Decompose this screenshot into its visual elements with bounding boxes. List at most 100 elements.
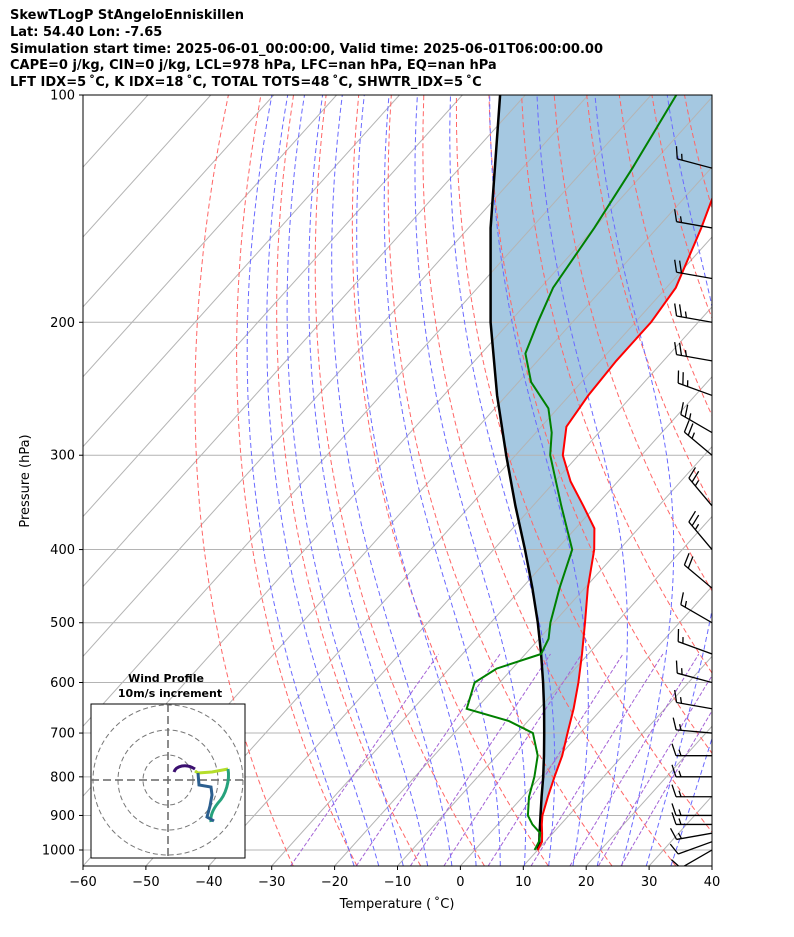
isotherm-40 bbox=[711, 865, 712, 866]
x-tick-label-20: 20 bbox=[578, 875, 595, 890]
wind-barb-half-500 bbox=[684, 600, 688, 608]
hodograph-inset: Wind Profile 10m/s increment bbox=[90, 672, 246, 859]
wind-barb-flag-300-0 bbox=[683, 420, 690, 433]
wind-barb-950 bbox=[669, 828, 712, 841]
chart-header: SkewTLogP StAngeloEnniskillen Lat: 54.40… bbox=[10, 8, 603, 92]
wind-barb-925 bbox=[671, 812, 712, 826]
wind-barb-half-150 bbox=[679, 216, 683, 223]
wind-barb-750 bbox=[671, 743, 712, 757]
wind-barb-staff-1000 bbox=[682, 849, 712, 866]
wind-barb-flag-750-0 bbox=[671, 743, 677, 756]
wind-barb-flag-200-1 bbox=[678, 304, 683, 317]
wind-barb-flag-650-0 bbox=[674, 689, 678, 703]
wind-barb-250 bbox=[677, 370, 712, 397]
dry-adiabat-20 bbox=[387, 95, 613, 866]
dry-adiabat-10 bbox=[351, 95, 549, 866]
wind-barb-200 bbox=[674, 303, 712, 323]
wind-barb-staff-500 bbox=[680, 604, 712, 624]
x-tick-label--20: −20 bbox=[321, 875, 348, 890]
wind-barb-staff-250 bbox=[677, 382, 712, 397]
dry-adiabat-120 bbox=[717, 95, 794, 866]
wind-barb-100 bbox=[710, 95, 712, 96]
wind-barb-staff-650 bbox=[676, 701, 712, 710]
dry-adiabat-40 bbox=[455, 95, 712, 833]
x-tick-label--40: −40 bbox=[195, 875, 222, 890]
wind-barb-flag-225-1 bbox=[678, 342, 683, 356]
wind-barb-staff-125 bbox=[677, 158, 712, 169]
y-tick-label-700: 700 bbox=[50, 727, 75, 742]
isotherm-10 bbox=[522, 655, 712, 866]
wind-barb-staff-225 bbox=[676, 354, 712, 362]
mixing-ratio-20 bbox=[620, 709, 712, 866]
wind-barb-half-800 bbox=[678, 770, 682, 778]
wind-barb-flag-200-0 bbox=[674, 303, 678, 317]
wind-barb-850 bbox=[671, 784, 712, 798]
isotherm--30 bbox=[271, 376, 712, 866]
dry-adiabat-0 bbox=[314, 95, 485, 866]
wind-barb-flag-600-0 bbox=[675, 660, 678, 674]
isotherm--20 bbox=[334, 445, 712, 866]
moist-adiabat--12 bbox=[286, 95, 404, 866]
hodograph-title: Wind Profile bbox=[128, 672, 204, 685]
wind-barb-flag-150-0 bbox=[674, 209, 678, 222]
dry-adiabat--10 bbox=[276, 95, 422, 866]
lat-lon-line: Lat: 54.40 Lon: -7.65 bbox=[10, 24, 163, 40]
wind-barb-450 bbox=[683, 553, 712, 589]
x-tick-label--60: −60 bbox=[69, 875, 96, 890]
wind-barb-flag-850-0 bbox=[671, 784, 677, 797]
moist-adiabat-12 bbox=[449, 95, 556, 866]
dry-adiabat-130 bbox=[750, 95, 794, 866]
moist-adiabat-28 bbox=[645, 95, 712, 866]
wind-barb-staff-950 bbox=[676, 832, 712, 841]
wind-barb-staff-100 bbox=[710, 95, 712, 96]
wind-barb-staff-550 bbox=[677, 641, 712, 655]
wind-barb-flag-400-1 bbox=[691, 514, 700, 527]
hodograph-subtitle: 10m/s increment bbox=[118, 687, 222, 700]
x-axis-ticks: −60 −50 −40 −30 −20 −10 0 10 20 30 40 bbox=[69, 866, 720, 890]
x-tick-label--30: −30 bbox=[258, 875, 285, 890]
wind-barb-975 bbox=[669, 841, 712, 855]
wind-barb-700 bbox=[672, 717, 712, 734]
y-tick-label-800: 800 bbox=[50, 770, 75, 785]
wind-barb-1000 bbox=[670, 849, 712, 866]
wind-barb-flag-175-1 bbox=[678, 260, 683, 274]
wind-barb-staff-400 bbox=[688, 521, 712, 550]
mixing-ratio-16 bbox=[597, 674, 712, 866]
isotherm--150 bbox=[83, 95, 212, 238]
wind-barbs bbox=[669, 95, 712, 866]
x-tick-label-40: 40 bbox=[704, 875, 721, 890]
wind-barb-half-700 bbox=[679, 724, 682, 731]
y-tick-label-200: 200 bbox=[50, 316, 75, 331]
wind-barb-flag-280-1 bbox=[684, 404, 689, 418]
time-line: Simulation start time: 2025-06-01_00:00:… bbox=[10, 41, 603, 57]
wind-barb-flag-280-0 bbox=[680, 402, 684, 415]
wind-barb-800 bbox=[671, 764, 712, 778]
wind-barb-half-225 bbox=[684, 350, 688, 357]
wind-barb-half-900 bbox=[678, 809, 682, 816]
hodograph-trace-lower bbox=[209, 768, 230, 823]
moist-adiabat-0 bbox=[356, 95, 477, 866]
wind-barb-staff-200 bbox=[676, 315, 712, 323]
wind-barb-half-925 bbox=[678, 818, 682, 825]
moist-adiabat-32 bbox=[670, 736, 712, 866]
moist-adiabat--4 bbox=[331, 95, 453, 866]
moist-adiabat--8 bbox=[308, 95, 429, 866]
isotherm-grid bbox=[83, 95, 712, 866]
wind-barb-flag-125-0 bbox=[675, 146, 678, 159]
wind-barb-flag-450-1 bbox=[687, 556, 694, 569]
mixing-ratio-1 bbox=[355, 653, 501, 866]
dry-adiabat-30 bbox=[422, 95, 677, 866]
wind-barb-flag-700-0 bbox=[672, 717, 677, 731]
y-tick-label-500: 500 bbox=[50, 616, 75, 631]
wind-barb-500 bbox=[680, 592, 712, 624]
wind-barb-half-950 bbox=[677, 832, 683, 839]
wind-barb-flag-800-0 bbox=[671, 764, 677, 778]
hodograph-trace-mid bbox=[194, 767, 229, 775]
wind-barb-flag-350-1 bbox=[691, 470, 700, 483]
wind-barb-staff-600 bbox=[677, 672, 712, 684]
wind-barb-600 bbox=[675, 660, 712, 684]
station-title: SkewTLogP StAngeloEnniskillen bbox=[10, 8, 244, 23]
wind-barb-400 bbox=[688, 510, 712, 550]
moist-adiabat--20 bbox=[246, 95, 355, 866]
wind-barb-half-750 bbox=[678, 749, 682, 756]
